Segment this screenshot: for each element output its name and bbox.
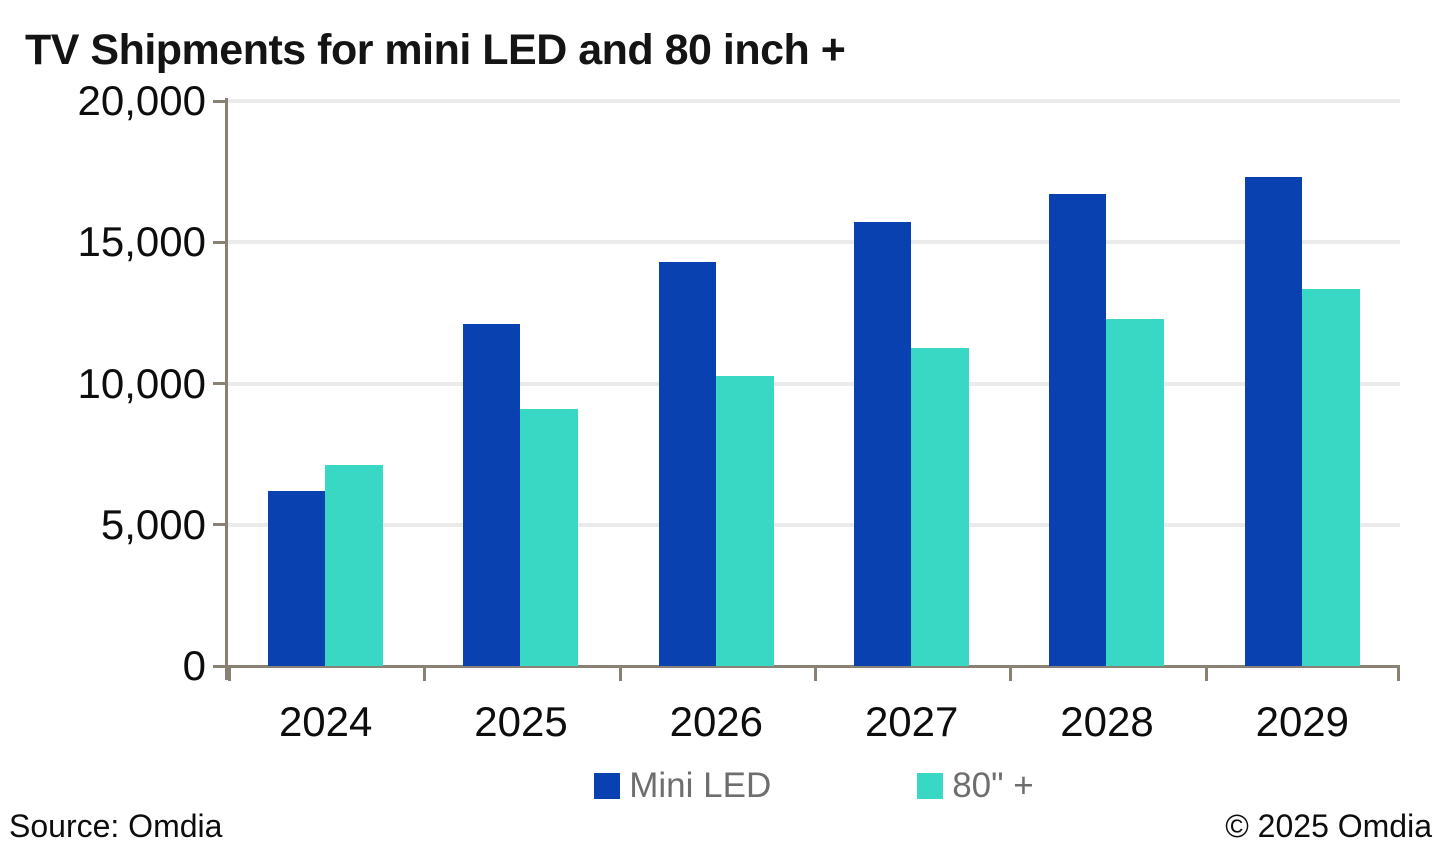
source-note: Source: Omdia (9, 808, 223, 844)
x-axis-tick-3 (814, 667, 817, 681)
x-axis-label-2025: 2025 (474, 698, 568, 745)
legend-swatch-80-plus (917, 773, 944, 799)
x-axis-label-2029: 2029 (1255, 698, 1350, 745)
y-axis-label-5000: 5,000 (100, 500, 206, 548)
bar-eighty_plus-2029 (1301, 288, 1360, 666)
x-axis-tick-0 (228, 667, 231, 681)
bar-mini_led-2026 (658, 262, 716, 666)
x-axis-tick-1 (423, 667, 427, 681)
bar-eighty_plus-2026 (715, 376, 774, 666)
x-axis-label-2026: 2026 (669, 698, 764, 745)
footer: Source: Omdia © 2025 Omdia (0, 808, 1432, 845)
x-axis-tick-6 (1397, 667, 1400, 681)
bar-group-2029 (1205, 101, 1400, 666)
y-axis-label-20000: 20,000 (77, 77, 206, 124)
bar-group-2025 (423, 101, 618, 666)
gridline-15000 (228, 240, 1400, 245)
legend-item-mini-led: Mini LED (594, 766, 771, 806)
bar-group-2027 (814, 101, 1009, 666)
legend-swatch-mini-led (594, 773, 621, 799)
plot-area: 0 5,000 10,000 15,000 20,000 2024 2025 2026 2027… (78, 77, 1400, 745)
x-axis-label-2024: 2024 (278, 698, 373, 745)
copyright-note: © 2025 Omdia (1225, 808, 1432, 844)
y-axis-tick-15000 (213, 240, 226, 244)
x-axis-tick-2 (618, 667, 622, 681)
x-axis-line (213, 665, 1400, 668)
x-axis-label-2028: 2028 (1060, 698, 1154, 745)
y-axis-label-15000: 15,000 (77, 218, 206, 266)
bar-eighty_plus-2025 (520, 408, 579, 666)
bar-eighty_plus-2024 (325, 465, 383, 666)
bar-mini_led-2028 (1049, 194, 1107, 666)
bar-eighty_plus-2027 (911, 348, 969, 666)
gridline-20000 (228, 99, 1400, 103)
x-axis-label-2027: 2027 (864, 698, 959, 745)
y-axis-tick-5000 (213, 523, 226, 527)
y-axis-line (225, 98, 228, 680)
x-axis-tick-4 (1009, 667, 1013, 681)
bar-group-2026 (619, 101, 814, 666)
y-axis-label-0: 0 (182, 642, 206, 689)
bar-mini_led-2025 (463, 324, 521, 666)
gridline-5000 (228, 522, 1400, 527)
bar-mini_led-2027 (854, 222, 911, 666)
chart-title: TV Shipments for mini LED and 80 inch + (25, 26, 846, 74)
y-axis-tick-20000 (213, 99, 226, 103)
legend-label-mini-led: Mini LED (629, 766, 772, 805)
y-axis-label-10000: 10,000 (77, 359, 206, 407)
legend-label-80-plus: 80" + (952, 766, 1034, 805)
y-axis-tick-10000 (213, 382, 226, 385)
bar-group-2028 (1009, 101, 1204, 666)
x-axis-tick-5 (1204, 667, 1208, 681)
bar-mini_led-2024 (268, 490, 325, 666)
gridline-10000 (228, 381, 1400, 386)
bar-group-2024 (228, 101, 423, 666)
legend-item-80-plus: 80" + (917, 766, 1034, 806)
chart-legend: Mini LED 80" + (228, 766, 1400, 806)
bar-mini_led-2029 (1244, 177, 1302, 666)
bar-eighty_plus-2028 (1106, 318, 1165, 666)
